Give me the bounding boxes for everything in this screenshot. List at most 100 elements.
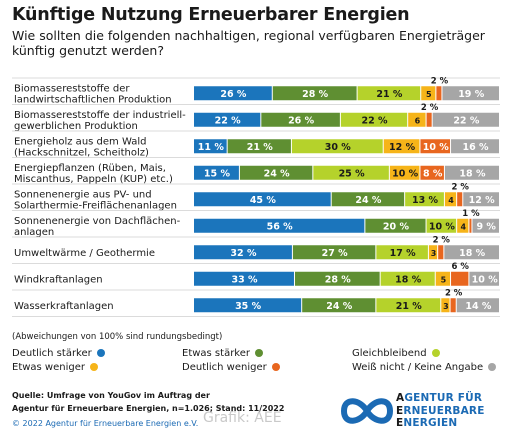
category-label: Sonnenenergie aus PV- und [14,189,152,200]
bar-segment [472,218,499,233]
data-label: 10 % [429,221,456,232]
data-label: 27 % [322,248,349,259]
data-label: 22 % [215,115,242,126]
data-label: 12 % [469,195,496,206]
data-label: 32 % [230,248,257,259]
bar-segment [426,218,457,233]
data-label: 16 % [462,142,489,153]
stacked-bar-chart: Biomassereststoffe derlandwirtschaftlich… [12,76,500,317]
chart-title: Künftige Nutzung Erneuerbarer Energien [12,5,410,25]
data-label: 2 % [433,235,451,245]
category-label: Miscanthus, Pappeln (KUP) etc.) [14,174,173,185]
bar-segment [376,298,441,313]
bar-segment [469,218,472,233]
data-label: 3 [431,249,437,258]
bar-segment [194,112,261,127]
bar-segment [380,271,435,286]
graphic-credit: Grafik: AEE [203,410,282,426]
legend-item-etwas-weniger: Etwas weniger [12,362,98,373]
data-label: 20 % [383,221,410,232]
data-label: 19 % [458,89,485,100]
bar-segment [444,192,457,207]
legend-item-gleichbleibend: Gleichbleibend [352,348,440,359]
bar-segment [435,271,451,286]
bar-segment [194,165,239,180]
data-label: 28 % [302,89,329,100]
legend-label: Etwas stärker [182,348,251,359]
bar-segment [436,86,442,101]
data-label: 24 % [326,301,353,312]
data-label: 28 % [325,274,352,285]
data-label: 45 % [250,195,277,206]
bar-segment [194,192,331,207]
copyright: © 2022 Agentur für Erneuerbare Energien … [12,419,199,428]
category-label: Energieholz aus dem Wald [14,136,146,147]
data-label: 1 % [462,209,480,219]
category-label: Biomassereststoffe der industriell- [14,110,186,121]
data-label: 2 % [421,103,439,113]
legend-item-etwas-staerker: Etwas stärker [182,348,264,359]
bar-segment [457,192,463,207]
data-label: 56 % [267,221,294,232]
bar-segment [438,245,444,260]
data-label: 10 % [392,168,419,179]
chart-legend: Deutlich stärker Etwas stärker Gleichble… [12,348,512,382]
data-label: 22 % [453,115,480,126]
bar-segment [432,112,499,127]
bar-segment [442,86,499,101]
legend-item-deutlich-weniger: Deutlich weniger [182,362,280,373]
bar-segment [405,192,444,207]
legend-label: Weiß nicht / Keine Angabe [352,362,484,373]
bar-segment [457,218,469,233]
data-label: 2 % [445,288,463,298]
category-label: Wasserkraftanlagen [14,301,114,312]
data-label: 21 % [247,142,274,153]
bar-segment [194,245,292,260]
bar-segment [408,112,426,127]
bar-segment [420,165,444,180]
logo-line-1: AGENTUR FÜR [396,392,483,404]
aee-logo: AGENTUR FÜR ERNEUERBARE ENERGIEN [340,388,508,434]
logo-line-2: ERNEUERBARE [396,404,485,417]
bar-segment [456,298,499,313]
legend-swatch [488,362,497,371]
data-label: 12 % [389,142,416,153]
bar-segment [194,298,302,313]
data-label: 35 % [235,301,262,312]
infinity-loop-logo-icon [340,398,394,424]
logo-text: AGENTUR FÜR ERNEUERBARE ENERGIEN [396,392,485,430]
bar-segment [383,139,420,154]
bar-segment [239,165,313,180]
rounding-note: (Abweichungen von 100% sind rundungsbedi… [12,332,223,342]
bar-segment [451,139,499,154]
legend-swatch [90,362,98,371]
data-label: 4 [460,222,466,231]
category-label: Windkraftanlagen [14,274,103,285]
bar-segment [463,192,499,207]
data-label: 18 % [459,168,486,179]
data-label: 18 % [459,248,486,259]
bar-segment [451,271,469,286]
data-label: 5 [441,275,447,284]
category-label: gewerblichen Produktion [14,121,138,132]
data-label: 24 % [355,195,382,206]
bar-segment [469,271,499,286]
data-label: 26 % [288,115,315,126]
bar-segment [426,112,432,127]
bar-segment [389,165,420,180]
category-label: Energiepflanzen (Rüben, Mais, [14,163,166,174]
bar-segment [357,86,421,101]
source-line-2: Agentur für Erneuerbare Energien, n=1.02… [12,404,285,413]
bar-segment [272,86,357,101]
data-label: 3 [443,302,449,311]
source-note: Quelle: Umfrage von YouGov im Auftrag de… [12,389,284,415]
bar-segment [292,245,376,260]
data-label: 6 % [452,262,470,272]
bar-segment [194,86,272,101]
bar-segment [194,218,365,233]
data-label: 11 % [198,142,225,153]
bar-segment [365,218,426,233]
data-label: 2 % [452,182,470,192]
legend-label: Etwas weniger [12,362,85,373]
data-label: 14 % [465,301,492,312]
